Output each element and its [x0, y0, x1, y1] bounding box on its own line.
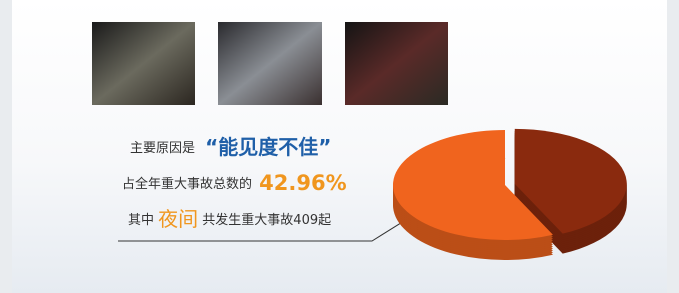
page: 主要原因是 “能见度不佳” 占全年重大事故总数的 42.96% 其中 夜间 共发… — [0, 0, 679, 293]
caption-text: 共发生重大事故409起 — [202, 212, 331, 228]
photo — [345, 22, 448, 105]
value-label: 42.96% — [259, 171, 346, 195]
photo — [92, 22, 195, 105]
caption-text: 主要原因是 — [130, 141, 195, 156]
photo — [218, 22, 322, 105]
highlight: 夜间 — [158, 207, 198, 231]
highlight: “能见度不佳” — [205, 135, 331, 159]
caption-text: 占全年重大事故总数的 — [122, 176, 252, 192]
infographic: 主要原因是 “能见度不佳” 占全年重大事故总数的 42.96% 其中 夜间 共发… — [0, 0, 679, 293]
caption-text: 其中 — [128, 213, 154, 228]
